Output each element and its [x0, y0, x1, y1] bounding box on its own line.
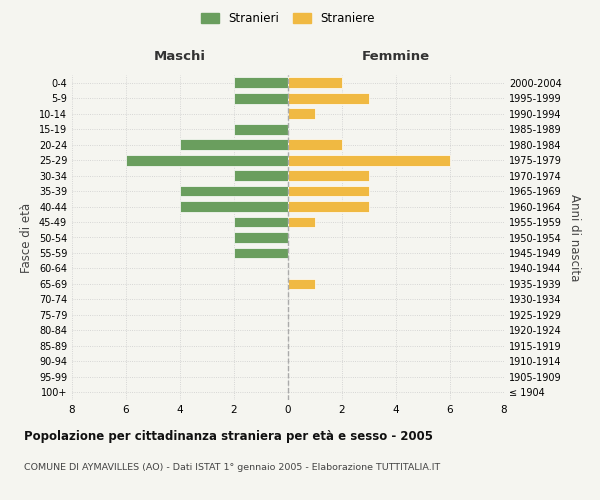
- Bar: [234, 170, 288, 181]
- Text: Femmine: Femmine: [362, 50, 430, 62]
- Bar: [288, 154, 450, 166]
- Bar: [180, 201, 288, 212]
- Bar: [288, 278, 315, 289]
- Bar: [288, 78, 342, 88]
- Bar: [288, 186, 369, 196]
- Y-axis label: Anni di nascita: Anni di nascita: [568, 194, 581, 281]
- Bar: [234, 216, 288, 228]
- Bar: [234, 78, 288, 88]
- Bar: [288, 201, 369, 212]
- Bar: [234, 124, 288, 134]
- Bar: [234, 248, 288, 258]
- Bar: [234, 232, 288, 243]
- Text: Popolazione per cittadinanza straniera per età e sesso - 2005: Popolazione per cittadinanza straniera p…: [24, 430, 433, 443]
- Legend: Stranieri, Straniere: Stranieri, Straniere: [197, 8, 379, 28]
- Bar: [288, 108, 315, 119]
- Text: Maschi: Maschi: [154, 50, 206, 62]
- Bar: [126, 154, 288, 166]
- Bar: [180, 139, 288, 150]
- Bar: [288, 139, 342, 150]
- Bar: [180, 186, 288, 196]
- Bar: [288, 93, 369, 104]
- Bar: [288, 216, 315, 228]
- Text: COMUNE DI AYMAVILLES (AO) - Dati ISTAT 1° gennaio 2005 - Elaborazione TUTTITALIA: COMUNE DI AYMAVILLES (AO) - Dati ISTAT 1…: [24, 462, 440, 471]
- Bar: [288, 170, 369, 181]
- Bar: [234, 93, 288, 104]
- Y-axis label: Fasce di età: Fasce di età: [20, 202, 33, 272]
